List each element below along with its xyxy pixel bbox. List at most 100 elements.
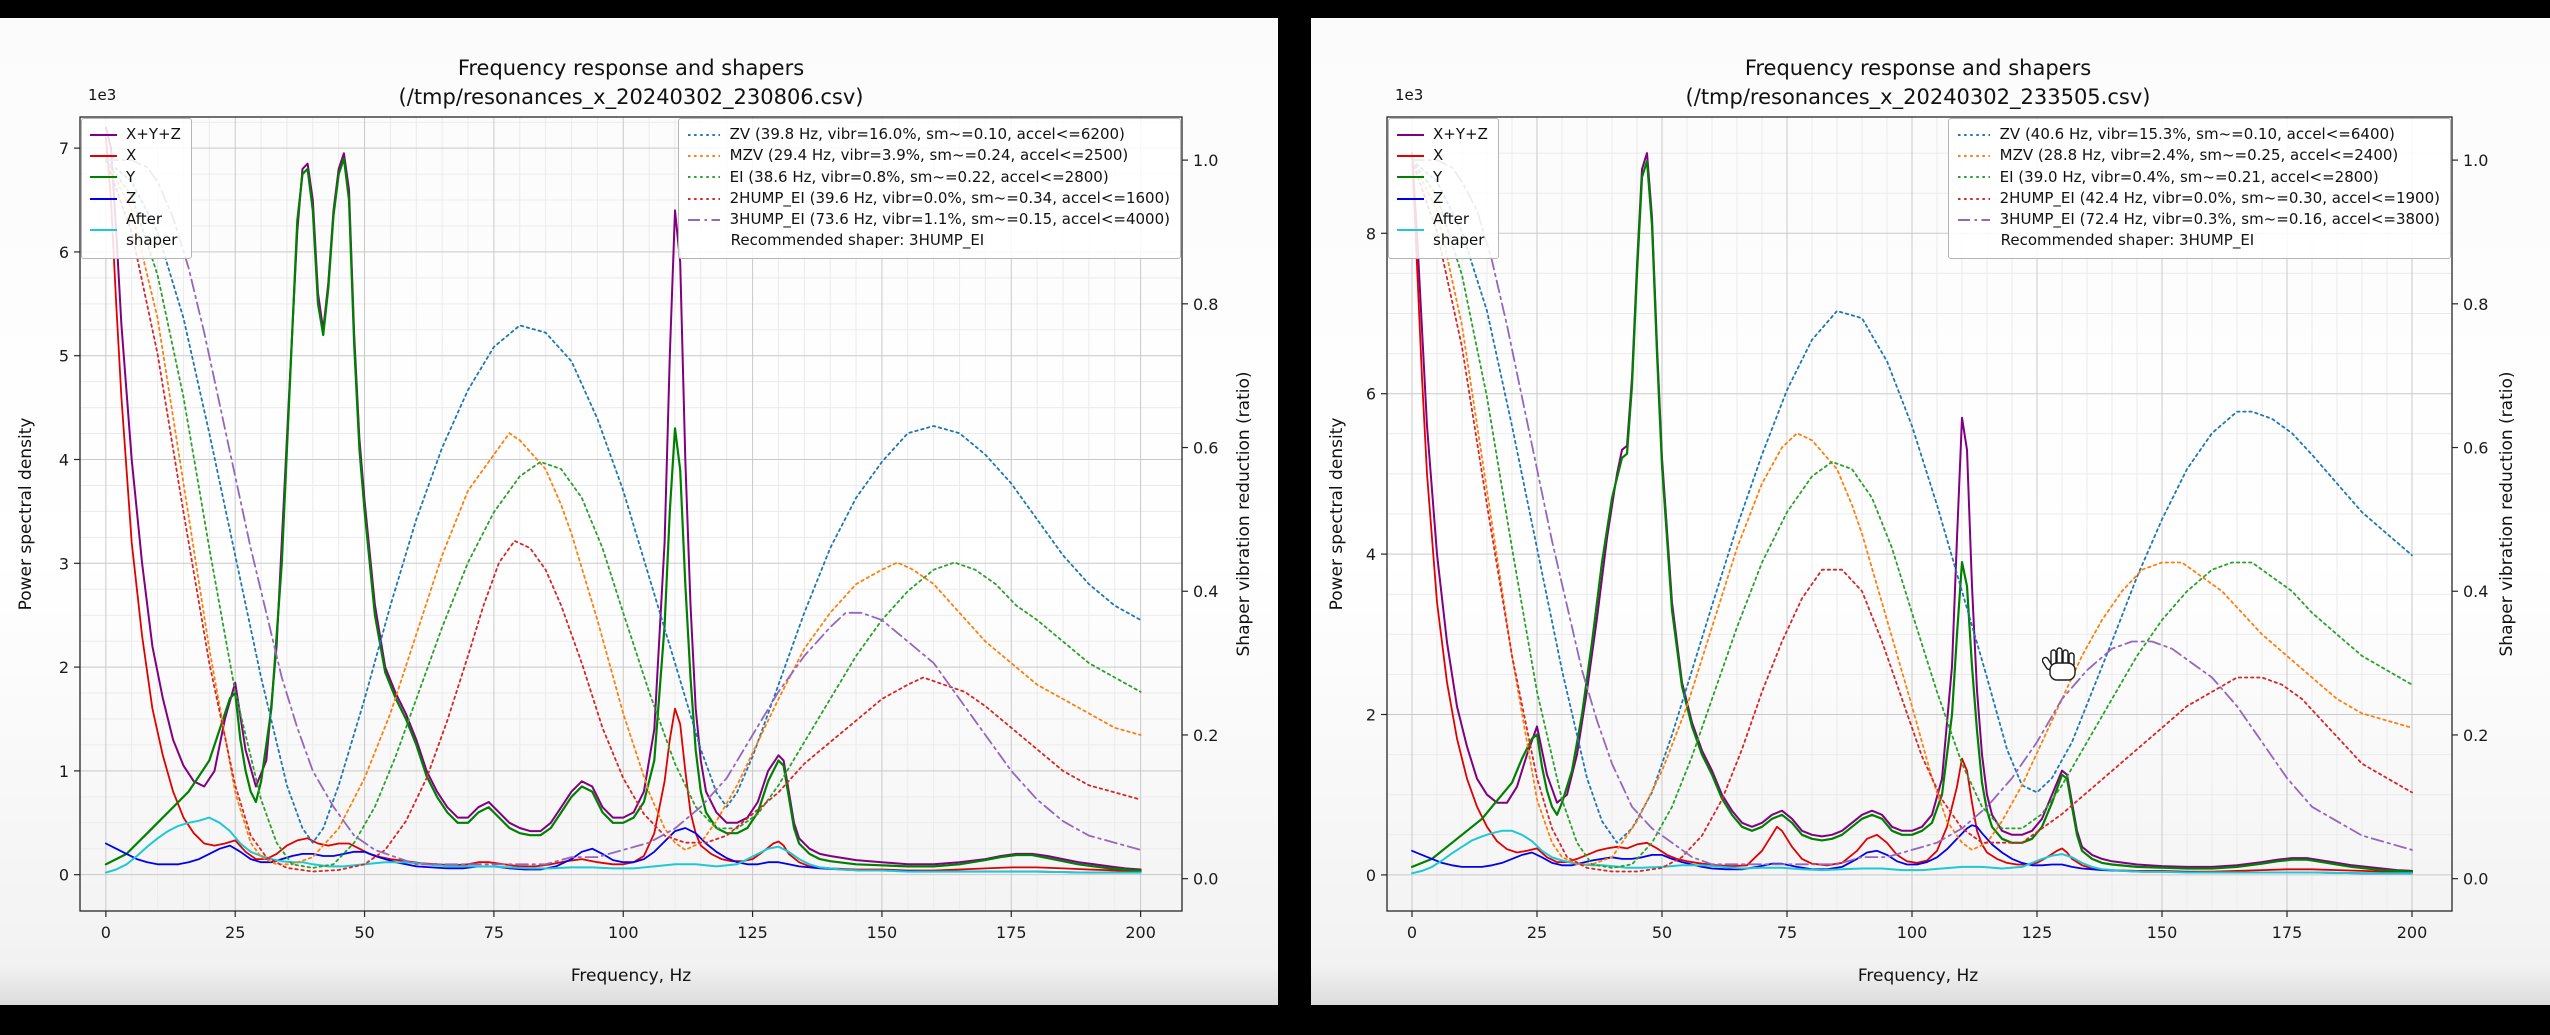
shaper-legend-item: 3HUMP_EI (72.4 Hz, vibr=0.3%, sm~=0.16, …: [1957, 209, 2440, 230]
x-tick-label: 100: [608, 923, 639, 942]
y-axis-offset-label: 1e3: [88, 86, 117, 104]
series-mzv: [1411, 159, 2413, 866]
legend-line-sample: [90, 154, 117, 157]
legend-item: X: [1397, 145, 1488, 166]
shaper-legend-item: 3HUMP_EI (73.6 Hz, vibr=1.1%, sm~=0.15, …: [687, 209, 1170, 230]
series-2hump-ei: [1411, 159, 2413, 873]
chart-title: Frequency response and shapers: [457, 56, 805, 80]
legend-line-sample: [1957, 218, 1990, 221]
series-after-shaper: [104, 816, 1142, 874]
x-tick-label: 50: [354, 923, 374, 942]
legend-item: Y: [1397, 167, 1488, 188]
y-tick-label-right: 0.2: [2463, 726, 2488, 745]
legend-line-sample: [1397, 197, 1424, 200]
figure-left-chart: Frequency response and shapers (/tmp/res…: [0, 18, 1278, 1005]
shaper-legend: ZV (40.6 Hz, vibr=15.3%, sm~=0.10, accel…: [1947, 118, 2451, 259]
x-tick-label: 75: [1777, 923, 1797, 942]
y-tick-label-right: 0.0: [1193, 870, 1218, 889]
x-tick-label: 75: [484, 923, 504, 942]
plot-area[interactable]: 0 25 50 75 100 125 150 175 200 0 2 4 6 8 0.0 0.2 0.4 0.6 0…: [1311, 18, 2550, 1005]
y-tick-label-left: 0: [59, 866, 69, 885]
axes-frame: [1386, 116, 2453, 912]
legend-item: X: [90, 145, 181, 166]
series-after-shaper: [1411, 829, 2413, 875]
chart-title-block: Frequency response and shapers (/tmp/res…: [399, 54, 864, 112]
series-y: [1410, 160, 2414, 873]
legend-line-sample: [1397, 176, 1424, 179]
legend-line-sample: [90, 229, 117, 232]
series-2hump-ei: [105, 159, 1142, 873]
shaper-legend-item: 2HUMP_EI (42.4 Hz, vibr=0.0%, sm~=0.30, …: [1957, 188, 2440, 209]
legend-label: X: [1433, 146, 1444, 165]
legend-item: After shaper: [90, 209, 181, 252]
chart-title: Frequency response and shapers: [1744, 56, 2092, 80]
shaper-legend-item: ZV (40.6 Hz, vibr=15.3%, sm~=0.10, accel…: [1957, 124, 2440, 145]
y-tick-label-right: 1.0: [2463, 151, 2488, 170]
y-tick-label-right: 1.0: [1193, 151, 1218, 170]
series-zv: [1411, 159, 2413, 844]
legend-item: X+Y+Z: [1397, 124, 1488, 145]
series-3hump-ei: [105, 159, 1142, 866]
legend-label: Z: [126, 188, 137, 207]
legend-item: After shaper: [1397, 209, 1488, 252]
legend-label: X+Y+Z: [1433, 125, 1488, 143]
y-tick-label-left: 6: [1366, 385, 1376, 404]
series-x-y-z: [1411, 152, 2413, 872]
legend-line-sample: [687, 218, 720, 221]
y-tick-label-left: 4: [1366, 545, 1376, 564]
shaper-legend-label: ZV (39.8 Hz, vibr=16.0%, sm~=0.10, accel…: [729, 125, 1125, 143]
shaper-legend-item: ZV (39.8 Hz, vibr=16.0%, sm~=0.10, accel…: [687, 124, 1170, 145]
shaper-legend-item: MZV (28.8 Hz, vibr=2.4%, sm~=0.25, accel…: [1957, 145, 2440, 166]
shaper-legend-item: EI (39.0 Hz, vibr=0.4%, sm~=0.21, accel<…: [1957, 167, 2440, 188]
legend-line-sample: [90, 176, 117, 179]
center-divider: [1278, 18, 1311, 1005]
x-tick-label: 100: [1897, 923, 1928, 942]
x-tick-label: 200: [1125, 923, 1156, 942]
series-ei: [105, 159, 1142, 869]
chart-subtitle: (/tmp/resonances_x_20240302_230806.csv): [398, 85, 864, 109]
y-tick-label-left: 7: [59, 139, 69, 158]
x-tick-label: 0: [1407, 923, 1417, 942]
shaper-legend-label: 2HUMP_EI (42.4 Hz, vibr=0.0%, sm~=0.30, …: [1999, 188, 2440, 207]
y-tick-label-left: 4: [59, 451, 69, 470]
y-tick-label-left: 8: [1366, 224, 1376, 243]
y-tick-label-left: 0: [1366, 866, 1376, 885]
recommended-shaper-text: Recommended shaper: 3HUMP_EI: [730, 231, 985, 250]
y-tick-label-right: 0.8: [1193, 295, 1218, 314]
legend-item: Z: [90, 188, 181, 209]
shaper-legend-label: 3HUMP_EI (73.6 Hz, vibr=1.1%, sm~=0.15, …: [729, 210, 1170, 229]
y-tick-label-right: 0.6: [2463, 439, 2488, 458]
y-tick-label-right: 0.4: [1193, 582, 1218, 601]
shaper-legend-item: 2HUMP_EI (39.6 Hz, vibr=0.0%, sm~=0.34, …: [687, 188, 1170, 209]
shaper-legend-label: EI (39.0 Hz, vibr=0.4%, sm~=0.21, accel<…: [1999, 167, 2379, 186]
y-tick-label-right: 0.8: [2463, 295, 2488, 314]
shaper-legend-label: MZV (28.8 Hz, vibr=2.4%, sm~=0.25, accel…: [1999, 146, 2399, 165]
shaper-legend-item: MZV (29.4 Hz, vibr=3.9%, sm~=0.24, accel…: [687, 145, 1170, 166]
y-tick-label-right: 0.0: [2463, 870, 2488, 889]
x-tick-label: 25: [1527, 923, 1547, 942]
legend-line-sample: [687, 197, 720, 200]
y-tick-label-right: 0.2: [1193, 726, 1218, 745]
legend-line-sample: [687, 154, 720, 157]
x-axis-label: Frequency, Hz: [1857, 966, 1979, 986]
series-ei: [1411, 159, 2413, 869]
legend-item: X+Y+Z: [90, 124, 181, 145]
legend-line-sample: [687, 176, 720, 179]
x-tick-label: 50: [1652, 923, 1672, 942]
chart-title-block: Frequency response and shapers (/tmp/res…: [1686, 54, 2151, 112]
shaper-legend-label: EI (38.6 Hz, vibr=0.8%, sm~=0.22, accel<…: [729, 167, 1109, 186]
legend-line-sample: [1397, 229, 1424, 232]
axes-frame: [79, 116, 1183, 912]
series-legend: X+Y+Z X Y Z After shaper: [81, 118, 192, 259]
x-tick-label: 125: [737, 923, 768, 942]
recommended-shaper-text: Recommended shaper: 3HUMP_EI: [2000, 231, 2255, 250]
shaper-legend: ZV (39.8 Hz, vibr=16.0%, sm~=0.10, accel…: [677, 118, 1181, 259]
shaper-legend-label: MZV (29.4 Hz, vibr=3.9%, sm~=0.24, accel…: [729, 146, 1129, 165]
legend-label: After shaper: [126, 210, 178, 250]
shaper-legend-label: ZV (40.6 Hz, vibr=15.3%, sm~=0.10, accel…: [1999, 125, 2395, 143]
x-tick-label: 125: [2022, 923, 2053, 942]
legend-label: Y: [126, 167, 136, 186]
series-legend: X+Y+Z X Y Z After shaper: [1388, 118, 1499, 259]
shaper-legend-item: EI (38.6 Hz, vibr=0.8%, sm~=0.22, accel<…: [687, 167, 1170, 188]
x-axis-label: Frequency, Hz: [570, 966, 692, 986]
